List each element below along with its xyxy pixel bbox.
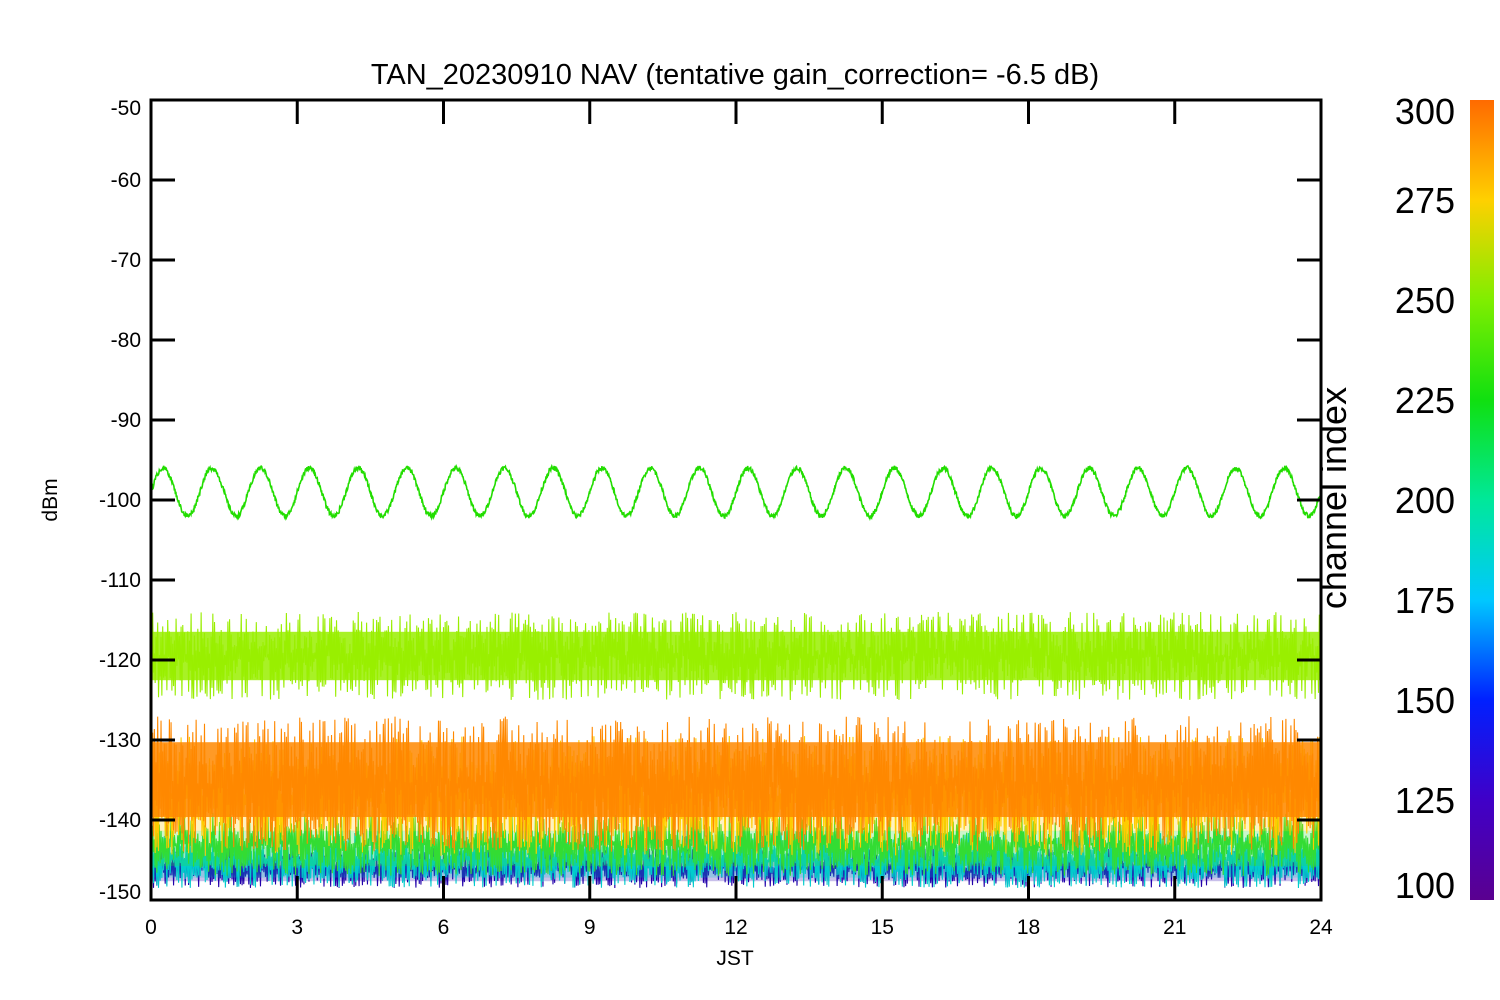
x-axis: 0 3 6 9 12 15 18 21 24 (145, 100, 1333, 939)
x-tick-label: 21 (1163, 916, 1186, 939)
colorbar-tick-label: 300 (1395, 91, 1455, 132)
x-tick-label: 3 (291, 916, 303, 939)
y-tick-label: -50 (111, 97, 141, 120)
x-axis-label: JST (716, 947, 754, 970)
x-tick-label: 15 (871, 916, 894, 939)
y-axis: -50 -60 -70 -80 -90 -100 -110 -120 -130 -140 -150 (99, 97, 1321, 904)
y-tick-label: -140 (99, 809, 141, 832)
y-tick-label: -110 (101, 569, 141, 592)
colorbar-tick-label: 125 (1395, 780, 1455, 821)
y-tick-label: -90 (111, 409, 141, 432)
series-band-channel-230 (151, 812, 1321, 877)
colorbar-tick-label: 100 (1395, 865, 1455, 906)
x-tick-label: 9 (584, 916, 596, 939)
y-axis-label: dBm (39, 478, 62, 521)
y-tick-label: -130 (99, 729, 141, 752)
series-core-channel-262 (151, 631, 1321, 681)
series-layer (151, 463, 1321, 889)
series-band-channel-130 (151, 847, 1321, 888)
colorbar-tick-label: 200 (1395, 480, 1455, 521)
colorbar-tick-label: 150 (1395, 680, 1455, 721)
colorbar-tick-label: 175 (1395, 580, 1455, 621)
y-tick-label: -150 (99, 881, 141, 904)
x-tick-label: 12 (724, 916, 747, 939)
x-tick-label: 0 (145, 916, 157, 939)
colorbar-tick-label: 275 (1395, 180, 1455, 221)
colorbar-tick-label: 250 (1395, 280, 1455, 321)
colorbar-label: channel index (1313, 387, 1354, 609)
x-tick-label: 18 (1017, 916, 1040, 939)
y-tick-label: -70 (111, 249, 141, 272)
y-tick-label: -60 (111, 169, 141, 192)
y-tick-label: -80 (111, 329, 141, 352)
colorbar-tick-label: 225 (1395, 380, 1455, 421)
colorbar-ticks: 300 275 250 225 200 175 150 125 100 (1395, 91, 1455, 906)
series-core-channel-285 (151, 742, 1321, 817)
chart-title: TAN_20230910 NAV (tentative gain_correct… (371, 59, 1099, 91)
series-line-channel-245 (151, 463, 1321, 522)
x-tick-label: 24 (1309, 916, 1333, 939)
y-tick-label: -100 (99, 489, 141, 512)
colorbar (1470, 100, 1494, 900)
y-tick-label: -120 (99, 649, 141, 672)
series-core-channel-230 (151, 830, 1321, 866)
x-tick-label: 6 (438, 916, 450, 939)
